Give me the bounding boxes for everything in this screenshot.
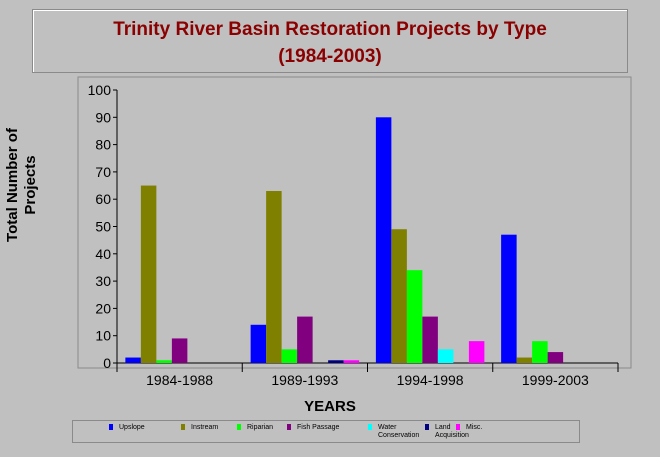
legend-swatch xyxy=(237,424,241,430)
y-tick-label: 20 xyxy=(95,300,111,316)
bar-upslope xyxy=(501,234,517,363)
plot-area xyxy=(117,90,618,363)
y-tick-label: 40 xyxy=(95,246,111,262)
bar-riparian xyxy=(406,270,423,363)
x-tick-label: 1994-1998 xyxy=(397,372,464,388)
legend-swatch xyxy=(425,424,429,430)
x-axis-label: YEARS xyxy=(304,398,356,415)
x-tick-label: 1989-1993 xyxy=(271,372,338,388)
legend-label: Land Acquisition xyxy=(435,424,469,439)
legend-label: Instream xyxy=(191,424,219,431)
bar-instream xyxy=(140,185,157,363)
y-tick-label: 90 xyxy=(95,109,111,125)
bar-instream xyxy=(516,357,533,363)
bar-misc- xyxy=(468,341,485,363)
bar-fish-passage xyxy=(171,338,188,363)
bar-upslope xyxy=(125,357,141,363)
bar-riparian xyxy=(156,360,172,363)
chart-title-line2: (1984-2003) xyxy=(278,46,382,67)
legend-label: Riparian xyxy=(247,424,274,431)
y-tick-label: 50 xyxy=(95,219,111,235)
legend-swatch xyxy=(456,424,460,430)
chart-title-line1: Trinity River Basin Restoration Projects… xyxy=(113,19,547,40)
legend-label: Misc. xyxy=(466,424,483,431)
legend-swatch xyxy=(287,424,291,430)
legend-label: Water Conservation xyxy=(378,424,420,439)
bar-land-acquisition xyxy=(328,360,344,363)
y-tick-label: 0 xyxy=(103,355,111,371)
y-tick-label: 30 xyxy=(95,273,111,289)
y-tick-label: 10 xyxy=(95,328,111,344)
y-axis-label-line1: Total Number of xyxy=(4,128,21,242)
legend-swatch xyxy=(368,424,372,430)
bar-fish-passage xyxy=(547,352,564,363)
x-tick-label: 1984-1988 xyxy=(146,372,213,388)
bar-upslope xyxy=(250,324,267,363)
bar-instream xyxy=(391,229,407,363)
legend-swatch xyxy=(109,424,113,430)
y-axis-label-line2: Projects xyxy=(22,155,39,215)
bar-fish-passage xyxy=(422,316,438,363)
bar-misc- xyxy=(343,360,360,363)
x-tick-label: 1999-2003 xyxy=(522,372,589,388)
y-tick-label: 100 xyxy=(88,82,112,98)
bar-instream xyxy=(266,191,282,363)
legend-swatch xyxy=(181,424,185,430)
legend: Upslope Instream Riparian Fish Passage Water… xyxy=(72,420,580,443)
bar-upslope xyxy=(375,117,392,363)
bar-riparian xyxy=(532,341,548,363)
y-tick-label: 80 xyxy=(95,137,111,153)
bar-riparian xyxy=(281,349,298,363)
plot-frame xyxy=(77,76,632,369)
legend-label: Fish Passage xyxy=(297,424,340,431)
bar-fish-passage xyxy=(297,316,313,363)
y-tick-label: 60 xyxy=(95,191,111,207)
bar-water-conservation xyxy=(437,349,454,363)
y-tick-label: 70 xyxy=(95,164,111,180)
chart-title-box: Trinity River Basin Restoration Projects… xyxy=(32,9,628,73)
legend-label: Upslope xyxy=(119,424,145,431)
